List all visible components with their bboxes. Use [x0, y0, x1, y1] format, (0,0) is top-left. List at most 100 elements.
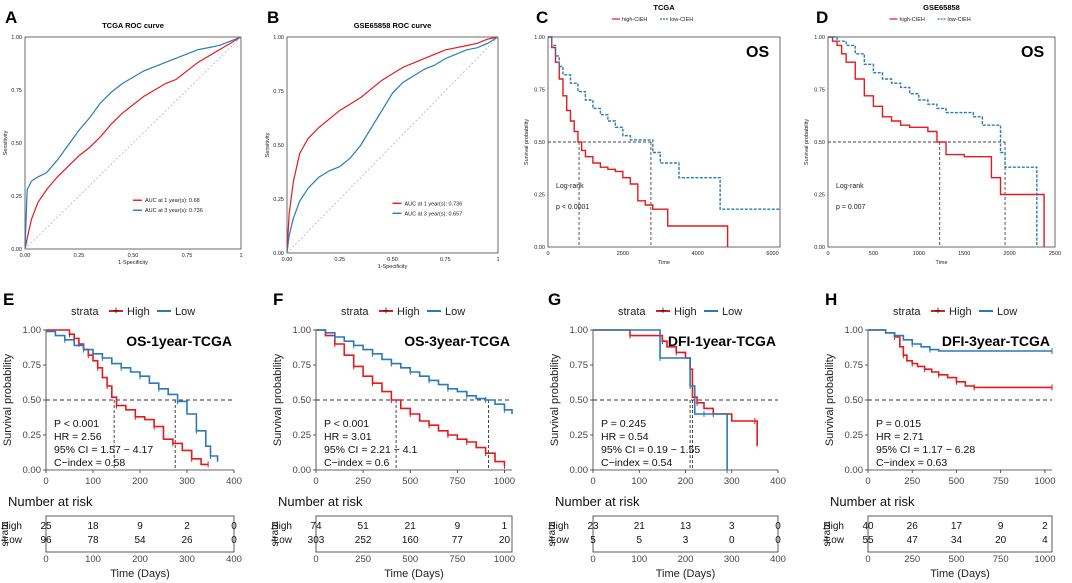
y-tick-label: 0.00 — [273, 251, 284, 257]
x-tick-label: 1000 — [494, 476, 515, 487]
y-tick-label: 0.00 — [814, 245, 825, 251]
x-tick-label: 0.25 — [334, 257, 345, 263]
risk-low-count: 5 — [590, 535, 596, 546]
x-tick-label: 1 — [496, 257, 499, 263]
y-axis-label: Survival probability — [524, 119, 530, 165]
legend-high: high-CIEH — [622, 17, 647, 23]
stat-line: 95% CI = 1.57 − 4.17 — [54, 444, 153, 456]
y-axis-label: Sensitivity — [265, 132, 271, 157]
x-tick-label: 200 — [678, 476, 694, 487]
y-tick-label: 1.00 — [534, 35, 545, 41]
x-tick-label: 2500 — [1049, 251, 1061, 257]
risk-row-label-high: High — [271, 521, 292, 532]
x-tick-label: 0 — [865, 476, 870, 487]
risk-high-count: 2 — [1042, 521, 1048, 532]
risk-x-tick: 500 — [402, 554, 418, 565]
logrank-label: Log-rank — [836, 183, 864, 190]
y-tick-label: 1.00 — [273, 35, 284, 41]
y-axis-label: Survival probability — [804, 119, 810, 165]
risk-low-count: 54 — [134, 535, 146, 546]
risk-x-tick: 500 — [949, 554, 965, 565]
y-axis-label: Survival probability — [824, 353, 836, 446]
x-tick-label: 750 — [449, 476, 465, 487]
km-curve-high — [548, 36, 729, 247]
risk-row-label-high: High — [823, 521, 844, 532]
plot-subtitle: DFI-1year-TCGA — [668, 333, 776, 349]
risk-high-count: 0 — [231, 521, 237, 532]
x-tick-label: 250 — [904, 476, 920, 487]
risk-strata-label: strata — [0, 521, 11, 546]
x-tick-label: 300 — [179, 476, 195, 487]
y-axis-label: Sensitivity — [3, 130, 9, 155]
legend-high: High — [949, 306, 972, 318]
y-tick-label: 0.50 — [534, 140, 545, 146]
km-curve-low — [828, 36, 1038, 247]
reference-diagonal — [286, 36, 499, 254]
strata-label: strata — [341, 306, 369, 318]
y-tick-label: 0.25 — [23, 430, 42, 441]
legend-low: low-CIEH — [670, 17, 693, 23]
legend-low: Low — [997, 306, 1017, 318]
y-tick-label: 1.00 — [814, 35, 825, 41]
risk-x-tick: 400 — [770, 554, 786, 565]
x-tick-label: 0 — [826, 251, 829, 257]
x-tick-label: 0.75 — [440, 257, 451, 263]
x-tick-label: 4000 — [692, 251, 704, 257]
x-tick-label: 0.50 — [387, 257, 398, 263]
risk-row-label-high: High — [548, 521, 569, 532]
x-tick-label: 1000 — [913, 251, 925, 257]
risk-x-tick: 0 — [865, 554, 870, 565]
risk-table-frame — [45, 515, 235, 553]
y-tick-label: 0.75 — [570, 360, 589, 371]
y-tick-label: 0.25 — [845, 430, 864, 441]
risk-x-tick: 100 — [85, 554, 101, 565]
risk-x-tick: 200 — [678, 554, 694, 565]
panel-letter-e: E — [3, 290, 14, 309]
endpoint-tag: OS — [1021, 44, 1044, 61]
x-tick-label: 100 — [631, 476, 647, 487]
risk-high-count: 40 — [862, 521, 874, 532]
x-tick-label: 1500 — [958, 251, 970, 257]
panel-letter-g: G — [548, 290, 561, 309]
x-tick-label: 6000 — [766, 251, 778, 257]
risk-row-label-low: Low — [826, 535, 845, 546]
risk-low-count: 20 — [499, 535, 511, 546]
y-tick-label: 1.00 — [23, 325, 42, 336]
panel-letter-f: F — [273, 290, 283, 309]
legend-low: Low — [722, 306, 742, 318]
y-axis-label: Survival probability — [549, 353, 561, 446]
x-axis-label: Time — [935, 260, 947, 266]
risk-high-count: 9 — [137, 521, 143, 532]
strata-label: strata — [618, 306, 646, 318]
y-tick-label: 0.25 — [11, 194, 22, 200]
y-tick-label: 0.25 — [814, 193, 825, 199]
y-tick-label: 1.00 — [11, 35, 22, 41]
legend-mark-high: + — [383, 305, 389, 317]
stat-line: P < 0.001 — [324, 418, 369, 430]
y-tick-label: 0.75 — [273, 89, 284, 95]
x-tick-label: 100 — [85, 476, 101, 487]
y-tick-label: 0.00 — [534, 245, 545, 251]
stat-line: C−index = 0.54 — [601, 457, 672, 469]
x-tick-label: 1 — [239, 253, 242, 259]
x-tick-label: 0.00 — [20, 253, 31, 259]
y-tick-label: 0.00 — [293, 465, 312, 476]
y-tick-label: 0.50 — [293, 395, 312, 406]
risk-table-title: Number at risk — [830, 494, 915, 509]
risk-low-count: 26 — [181, 535, 193, 546]
x-axis-label: Time (Days) — [930, 568, 989, 580]
y-axis-label: Survival probability — [272, 353, 284, 446]
x-tick-label: 300 — [724, 476, 740, 487]
x-axis-label: 1-Specificity — [118, 260, 148, 266]
risk-row-label-low: Low — [551, 535, 570, 546]
plot-frame — [286, 36, 499, 254]
stat-line: HR = 2.56 — [54, 431, 102, 443]
stat-line: HR = 3.01 — [324, 431, 372, 443]
risk-low-count: 55 — [862, 535, 874, 546]
roc-curve-1year — [24, 36, 242, 250]
risk-x-tick: 1000 — [494, 554, 515, 565]
x-tick-label: 1000 — [1034, 476, 1055, 487]
x-tick-label: 0 — [546, 251, 549, 257]
y-tick-label: 0.75 — [845, 360, 864, 371]
stat-line: 95% CI = 0.19 − 1.55 — [601, 444, 700, 456]
